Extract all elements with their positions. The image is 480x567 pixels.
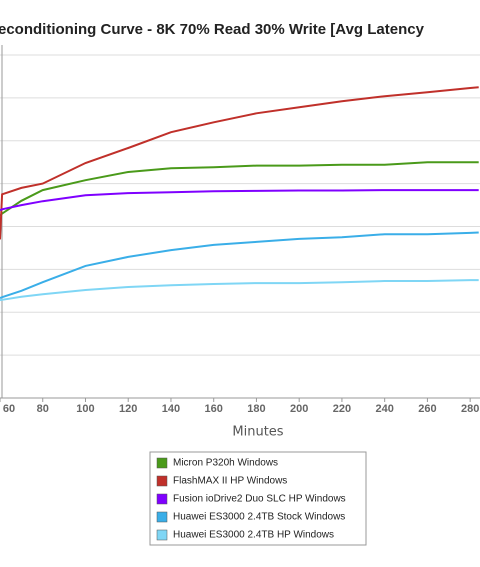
legend-swatch xyxy=(156,475,168,487)
legend-label: FlashMAX II HP Windows xyxy=(173,476,287,487)
series-line xyxy=(0,161,479,217)
legend-box xyxy=(149,451,367,546)
legend-swatch xyxy=(156,529,168,541)
series-line xyxy=(0,279,479,302)
chart-title: econditioning Curve - 8K 70% Read 30% Wr… xyxy=(0,21,425,38)
x-tick-label: 200 xyxy=(290,403,308,415)
legend-label: Huawei ES3000 2.4TB Stock Windows xyxy=(173,512,345,523)
x-tick-label: 180 xyxy=(247,403,265,415)
x-tick-label: 160 xyxy=(205,403,223,415)
x-tick-label: 100 xyxy=(76,403,94,415)
x-tick-label: 120 xyxy=(119,403,137,415)
series-line xyxy=(0,189,479,212)
legend-swatch xyxy=(156,457,168,469)
legend-swatch xyxy=(156,493,168,505)
legend-label: Micron P320h Windows xyxy=(173,458,278,469)
legend-swatch xyxy=(156,511,168,523)
legend-label: Fusion ioDrive2 Duo SLC HP Windows xyxy=(173,494,346,505)
x-axis-label: Minutes xyxy=(232,425,283,440)
series-line xyxy=(0,231,479,300)
x-tick-label: 280 xyxy=(461,403,479,415)
x-tick-label: 220 xyxy=(333,403,351,415)
series-line xyxy=(0,86,479,240)
x-tick-label: 80 xyxy=(37,403,49,415)
x-tick-label: 240 xyxy=(375,403,393,415)
x-tick-label: 60 xyxy=(3,403,15,415)
x-tick-label: 260 xyxy=(418,403,436,415)
x-tick-label: 140 xyxy=(162,403,180,415)
legend-label: Huawei ES3000 2.4TB HP Windows xyxy=(173,530,334,541)
